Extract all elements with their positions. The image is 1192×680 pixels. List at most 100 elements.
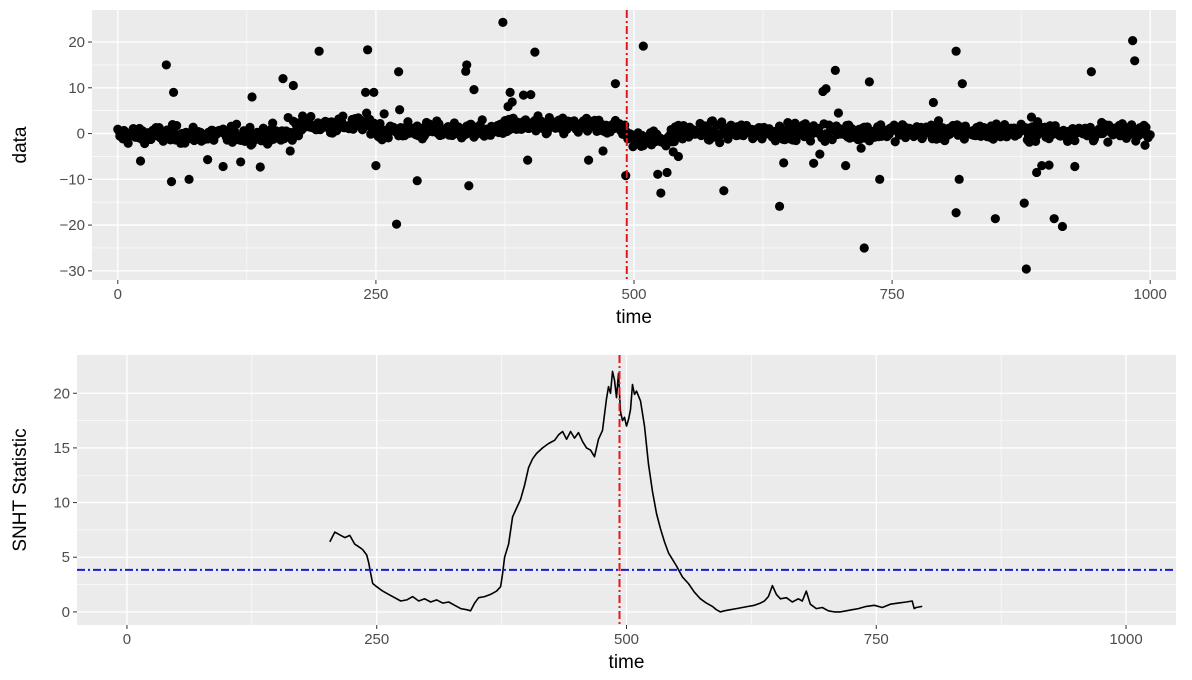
data-point — [719, 186, 729, 196]
y-tick-label: 10 — [68, 80, 85, 97]
data-point — [278, 74, 288, 84]
y-tick-label: 5 — [62, 549, 70, 566]
data-point — [1057, 221, 1068, 232]
data-point — [638, 41, 648, 51]
data-point — [875, 174, 885, 184]
data-point — [383, 133, 393, 143]
data-point — [530, 47, 540, 57]
x-tick-label: 750 — [880, 286, 905, 303]
data-point — [268, 118, 278, 128]
snht-statistic-line — [329, 370, 923, 613]
data-point — [314, 46, 324, 56]
x-tick-label: 0 — [123, 631, 131, 648]
data-point — [1086, 67, 1096, 77]
data-point — [1021, 264, 1031, 274]
data-point — [951, 46, 961, 56]
y-tick-label: 15 — [53, 440, 70, 457]
x-tick-label: 1000 — [1134, 286, 1167, 303]
data-point — [890, 137, 900, 147]
data-point — [166, 177, 177, 187]
data-point — [1130, 56, 1140, 66]
data-point — [184, 174, 194, 184]
data-point — [1140, 140, 1150, 150]
data-point — [288, 80, 298, 91]
data-point — [830, 65, 840, 76]
bottom-panel-axis-ticks: 0 250 500 750 1000 0 5 10 15 20 — [53, 385, 1142, 648]
data-point — [841, 160, 851, 171]
data-point — [656, 188, 666, 198]
data-point — [1141, 122, 1151, 132]
data-point — [864, 77, 874, 87]
bottom-x-axis-title: time — [609, 652, 645, 673]
top-panel-points — [113, 17, 1155, 274]
data-point — [1070, 136, 1080, 146]
data-point — [391, 219, 402, 229]
data-point — [990, 214, 1000, 224]
bottom-panel-gridlines — [77, 355, 1176, 625]
data-point — [928, 97, 938, 108]
data-point — [951, 208, 961, 218]
x-tick-label: 250 — [364, 631, 389, 648]
data-point — [236, 157, 246, 167]
data-point — [168, 87, 179, 97]
data-point — [715, 138, 725, 148]
data-point — [523, 155, 533, 165]
data-point — [774, 201, 785, 211]
data-point — [859, 243, 869, 253]
data-point — [247, 92, 257, 102]
data-point — [469, 85, 479, 95]
data-point — [369, 87, 379, 97]
data-point — [231, 119, 242, 129]
data-point — [464, 181, 474, 191]
data-point — [375, 118, 385, 129]
data-point — [462, 60, 472, 70]
data-point — [203, 155, 213, 165]
data-point — [809, 158, 819, 168]
data-point — [394, 67, 404, 77]
x-tick-label: 1000 — [1109, 631, 1142, 648]
data-point — [283, 112, 293, 123]
top-x-axis-title: time — [616, 307, 652, 328]
data-point — [833, 108, 844, 118]
x-tick-label: 500 — [614, 631, 639, 648]
data-point — [673, 151, 683, 162]
data-point — [255, 162, 265, 172]
data-point — [1037, 160, 1047, 171]
data-point — [815, 149, 825, 159]
data-point — [957, 79, 967, 89]
data-point — [526, 90, 536, 100]
data-point — [412, 176, 422, 186]
data-point — [123, 138, 133, 148]
data-point — [1070, 161, 1080, 172]
y-tick-label: −30 — [60, 263, 85, 280]
top-panel-axis-ticks: 0 250 500 750 1000 −30 −20 −10 0 10 20 — [60, 34, 1167, 303]
data-point — [477, 115, 487, 125]
y-tick-label: 0 — [77, 126, 85, 143]
data-point — [395, 105, 405, 115]
data-point — [954, 174, 964, 184]
x-tick-label: 0 — [114, 286, 122, 303]
y-tick-label: 0 — [62, 604, 70, 621]
y-tick-label: 20 — [68, 34, 85, 51]
bottom-line-panel: 0 250 500 750 1000 0 5 10 15 20 time SNHT Statist… — [10, 355, 1176, 673]
top-scatter-panel: 0 250 500 750 1000 −30 −20 −10 0 10 20 time data — [10, 10, 1176, 328]
data-point — [498, 17, 508, 27]
data-point — [172, 121, 182, 131]
y-tick-label: 20 — [53, 385, 70, 402]
x-tick-label: 250 — [363, 286, 388, 303]
data-point — [1128, 36, 1138, 46]
data-point — [583, 155, 594, 165]
data-point — [856, 143, 866, 153]
data-point — [507, 97, 517, 107]
y-tick-label: −20 — [60, 217, 85, 234]
data-point — [371, 160, 381, 171]
data-point — [285, 146, 295, 156]
data-point — [779, 158, 789, 168]
data-point — [1103, 137, 1113, 147]
y-tick-label: 10 — [53, 495, 70, 512]
data-point — [505, 87, 515, 97]
data-point — [161, 60, 171, 70]
top-panel-gridlines — [92, 10, 1176, 280]
x-tick-label: 750 — [864, 631, 889, 648]
